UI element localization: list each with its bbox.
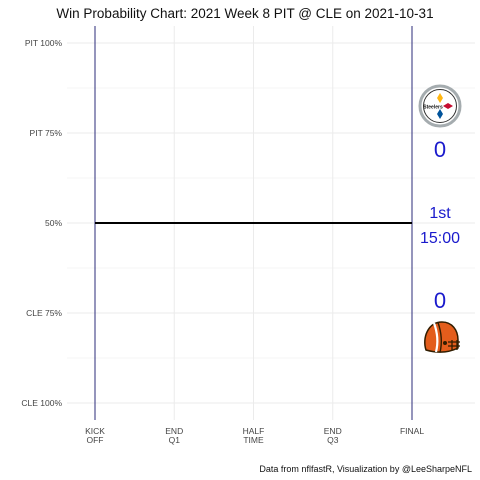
chart-caption: Data from nflfastR, Visualization by @Le… (259, 464, 472, 474)
x-tick-label: Q3 (327, 435, 339, 445)
x-tick-label: FINAL (400, 426, 424, 436)
x-tick-label: TIME (243, 435, 264, 445)
y-tick-label: 50% (45, 218, 62, 228)
y-axis: PIT 100% PIT 75% 50% CLE 75% CLE 100% (21, 38, 62, 408)
cle-score: 0 (434, 288, 446, 313)
y-tick-label: PIT 100% (25, 38, 63, 48)
y-tick-label: CLE 75% (26, 308, 62, 318)
y-tick-label: PIT 75% (30, 128, 63, 138)
chart-title: Win Probability Chart: 2021 Week 8 PIT @… (56, 6, 433, 21)
game-time: 15:00 (420, 230, 460, 247)
pit-score: 0 (434, 137, 446, 162)
svg-text:Steelers: Steelers (423, 105, 443, 111)
x-tick-label: Q1 (169, 435, 181, 445)
browns-helmet-logo (425, 322, 460, 353)
game-quarter: 1st (429, 205, 451, 222)
y-tick-label: CLE 100% (21, 398, 62, 408)
x-tick-label: OFF (87, 435, 104, 445)
steelers-logo: Steelers (420, 86, 460, 126)
